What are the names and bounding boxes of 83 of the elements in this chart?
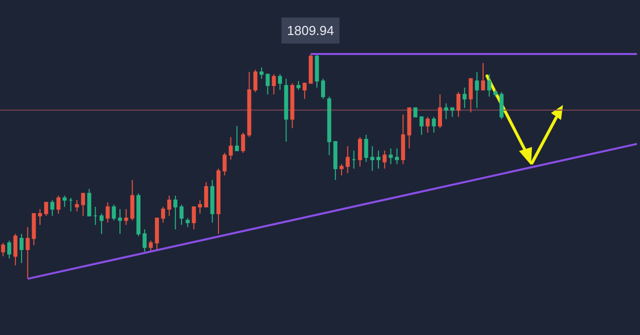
candlestick <box>462 87 467 108</box>
candlestick <box>154 218 159 250</box>
candlestick <box>38 208 42 226</box>
candlestick <box>204 182 208 208</box>
candlestick <box>222 152 227 176</box>
candlestick <box>500 92 504 120</box>
candlestick <box>161 206 166 224</box>
candlestick <box>241 132 246 154</box>
candlestick <box>228 136 233 160</box>
candlestick <box>420 116 424 136</box>
candlestick <box>376 150 380 170</box>
candlestick <box>333 141 338 180</box>
candlestick <box>308 53 313 84</box>
candlestick <box>388 148 393 165</box>
candlestick <box>352 150 356 170</box>
candlestick <box>142 228 147 252</box>
candlestick <box>474 71 479 108</box>
candlestick <box>438 94 442 129</box>
candlestick <box>394 148 399 165</box>
candlestick <box>302 82 307 100</box>
candlestick <box>266 74 270 95</box>
candlestick <box>198 200 202 214</box>
candlestick <box>493 89 498 98</box>
candlestick <box>382 150 387 170</box>
candlestick <box>407 107 412 149</box>
candlestick <box>180 204 184 226</box>
candlestick <box>56 195 60 214</box>
candlestick <box>32 213 36 246</box>
candlestick <box>314 53 319 88</box>
candlestick <box>401 114 406 165</box>
candlestick <box>487 74 492 98</box>
annotation: 1809.94 <box>287 23 334 38</box>
candlestick <box>62 195 67 208</box>
candlestick <box>50 200 54 216</box>
candlestick <box>81 192 86 216</box>
candlestick <box>186 218 190 228</box>
candlestick <box>68 197 73 212</box>
candlestick <box>7 240 12 260</box>
candlestick <box>284 78 288 142</box>
candlestick <box>1 242 6 257</box>
candlestick <box>173 195 178 230</box>
candlestick <box>426 116 430 134</box>
candlestick <box>124 208 128 226</box>
candlestick <box>260 66 264 80</box>
candlestick <box>74 200 79 212</box>
candlestick <box>432 116 436 134</box>
candlestick <box>450 107 454 118</box>
candlestick <box>210 179 214 224</box>
candlestick <box>136 192 140 237</box>
candlestick <box>87 188 92 216</box>
candlestick <box>167 195 172 216</box>
candlestick <box>327 96 332 156</box>
candlestick <box>321 78 326 100</box>
candlestick <box>253 69 258 93</box>
candlestick <box>13 233 18 266</box>
candlestick <box>444 102 448 120</box>
candlestick <box>130 179 134 221</box>
candlestick <box>272 74 276 95</box>
candlestick <box>93 206 98 226</box>
candlestick <box>118 208 122 234</box>
candlestick <box>234 125 239 152</box>
candlestick <box>290 82 294 129</box>
candlestick <box>44 202 48 216</box>
candlestick <box>358 136 362 167</box>
candlestick <box>456 92 460 118</box>
candlestick <box>20 233 24 264</box>
candlestick <box>112 204 116 221</box>
candlestick <box>340 164 344 176</box>
candlestick <box>413 107 418 118</box>
candlestick <box>346 146 350 174</box>
candlestick <box>481 62 486 90</box>
candlestick <box>364 134 368 162</box>
candlestick <box>192 206 196 230</box>
candlestick <box>26 226 30 280</box>
candlestick <box>148 240 153 252</box>
candlestick <box>106 202 110 224</box>
candlestick <box>296 80 300 90</box>
candlestick <box>247 71 252 138</box>
candlestick <box>370 146 374 172</box>
candlestick <box>468 78 473 113</box>
candlestick <box>100 213 104 234</box>
candlestick <box>216 168 220 234</box>
candlestick <box>278 74 282 90</box>
